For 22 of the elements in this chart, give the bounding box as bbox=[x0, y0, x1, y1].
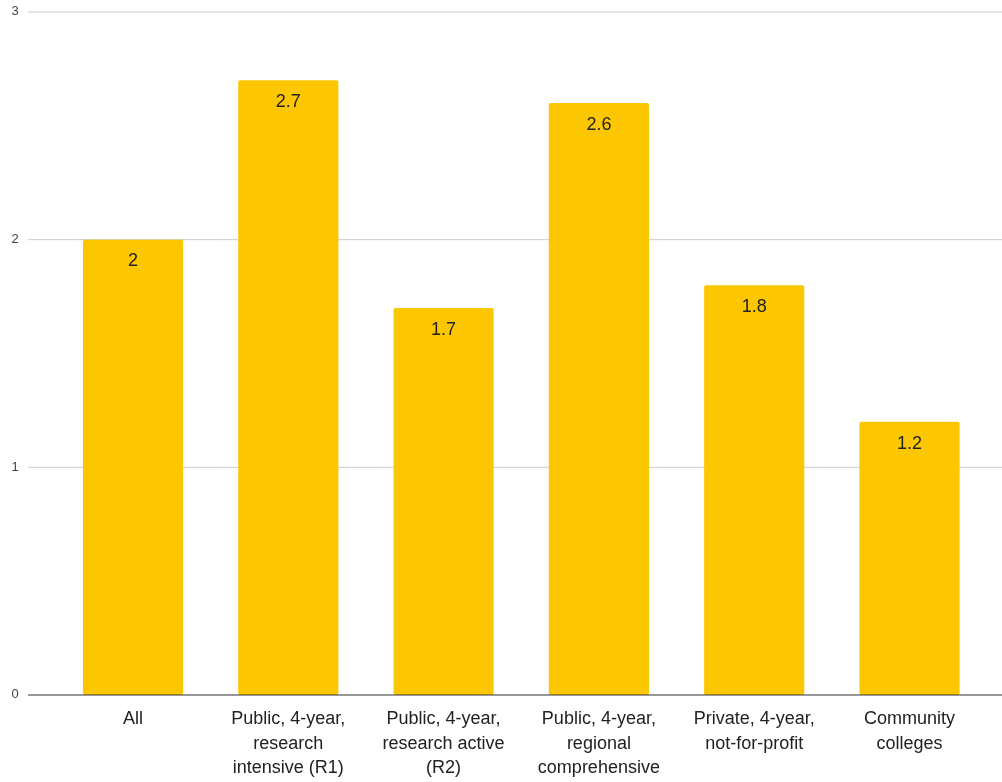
y-tick-label: 2 bbox=[11, 231, 19, 247]
x-tick-label: Public, 4-year, regional comprehensive bbox=[537, 707, 660, 777]
data-label: 2 bbox=[127, 250, 139, 271]
y-tick-label: 0 bbox=[11, 686, 19, 702]
y-tick-label: 1 bbox=[11, 458, 19, 474]
x-tick-label: Community colleges bbox=[863, 707, 956, 753]
data-label: 2.7 bbox=[275, 91, 301, 112]
x-tick-label: Public, 4-year, research intensive (R1) bbox=[231, 707, 346, 777]
data-label: 1.8 bbox=[741, 295, 767, 316]
bar bbox=[238, 80, 339, 695]
y-tick-label: 3 bbox=[11, 3, 19, 19]
bar bbox=[704, 285, 805, 695]
x-tick-label: Public, 4-year, research active (R2) bbox=[382, 707, 505, 777]
bar bbox=[82, 239, 184, 695]
data-label: 1.7 bbox=[431, 318, 457, 339]
x-tick-label: Private, 4-year, not-for-profit bbox=[693, 707, 815, 753]
bar bbox=[393, 307, 494, 695]
data-label: 1.2 bbox=[896, 432, 923, 453]
bar bbox=[859, 421, 960, 695]
bar bbox=[548, 103, 649, 695]
x-tick-label: All bbox=[122, 707, 144, 728]
data-label: 2.6 bbox=[586, 113, 612, 134]
